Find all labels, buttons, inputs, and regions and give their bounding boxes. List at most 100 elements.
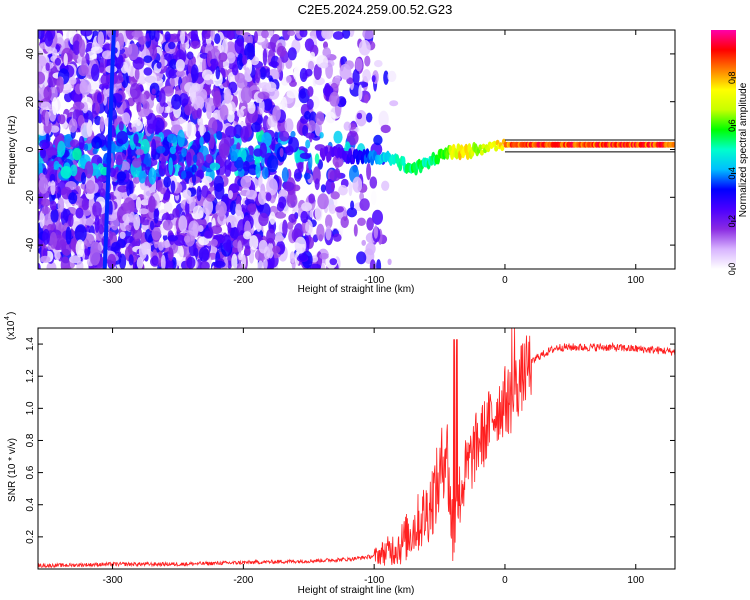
spectrogram-cell [278, 196, 287, 209]
spectrogram-cell [42, 228, 50, 245]
spectrogram-cell [227, 260, 233, 269]
spectrogram-cell [85, 180, 96, 194]
spectrogram-cell [83, 143, 89, 152]
spectrogram-cell [52, 97, 58, 116]
spectrogram-cell [65, 226, 72, 245]
spectrogram-cell [148, 195, 156, 213]
spectrogram-cell [202, 197, 214, 216]
spectrogram-cell [190, 30, 198, 44]
spectrogram-cell [314, 153, 320, 165]
y-tick-label: 0.2 [25, 529, 36, 543]
spectrogram-cell [69, 255, 81, 264]
spectrogram-cell [253, 31, 258, 43]
spectrogram-cell [160, 187, 166, 195]
spectrogram-cell [245, 154, 255, 163]
spectrogram-cell [108, 231, 113, 239]
spectrogram-cell [82, 208, 91, 216]
spectrogram-cell [150, 220, 155, 231]
spectrogram-cell [353, 224, 358, 237]
spectrogram-cell [46, 149, 58, 156]
colorbar-tick-label: 0.4 [727, 167, 737, 180]
spectrogram-cell [79, 79, 92, 96]
spectrogram-cell [38, 71, 46, 85]
spectrogram-cell [39, 172, 46, 181]
spectrogram-cell [266, 81, 277, 93]
spectrogram-cell [358, 84, 363, 101]
spectrogram-cell [75, 207, 84, 219]
spectrogram-cell [268, 61, 279, 68]
x-tick-label: -200 [233, 275, 253, 286]
spectrogram-cell [330, 191, 340, 200]
spectrogram-cell [215, 201, 227, 217]
spectrogram-cell [98, 224, 104, 235]
spectrogram-cell [366, 217, 374, 231]
spectrogram-cell [91, 136, 103, 150]
spectrogram-cell [180, 30, 186, 45]
spectrogram-cell [373, 225, 378, 239]
spectrogram-cell [70, 164, 78, 177]
spectrogram-cell [369, 176, 378, 189]
spectrogram-cell [46, 224, 54, 233]
spectrogram-cell [151, 226, 162, 241]
spectrogram-cell [151, 88, 156, 95]
spectrogram-cell [307, 86, 314, 97]
spectrogram-cell [137, 35, 147, 45]
spectrogram-cell [102, 88, 108, 106]
spectrogram-cell [287, 30, 296, 36]
spectrogram-cell [230, 151, 238, 163]
spectrogram-cell [54, 57, 62, 66]
spectrogram-cell [49, 200, 57, 211]
spectrogram-cell [205, 153, 213, 164]
spectrogram-cell [366, 163, 372, 181]
spectrogram-cell [57, 197, 65, 213]
snr-y-label: SNR (10 * v/v) [7, 438, 18, 502]
spectrogram-cell [182, 189, 192, 199]
spectrogram-cell [298, 252, 308, 261]
spectrogram-cell [185, 121, 197, 139]
spectrogram-cell [143, 185, 151, 203]
spectrogram-cell [241, 254, 246, 269]
snr-frame [37, 327, 676, 570]
spectrogram-cell [69, 77, 77, 85]
spectrogram-cell [262, 166, 269, 180]
spectrogram-cell [69, 139, 80, 148]
spectrogram-cell [90, 46, 103, 54]
spectrogram-cell [263, 258, 268, 269]
spectrogram-y-ticks: -40 -20 0 20 40 [25, 48, 675, 252]
spectrogram-cell [329, 258, 338, 266]
spectrogram-cell [178, 215, 188, 232]
spectrogram-cell [316, 223, 325, 242]
spectrogram-cell [116, 239, 126, 248]
spectrogram-cell [164, 31, 171, 42]
x-tick-label: 0 [502, 275, 508, 286]
spectrogram-cell [325, 225, 332, 241]
spectrogram-cell [250, 122, 261, 133]
spectrogram-cell [299, 152, 312, 159]
spectrogram-cell [186, 256, 196, 269]
spectrogram-cell [237, 240, 242, 254]
spectrogram-cell [169, 146, 177, 155]
spectrogram-cell [369, 259, 376, 269]
spectrogram-cell [346, 130, 359, 146]
colorbar-tick-label: 0.2 [727, 215, 737, 228]
ridge-cell [671, 141, 675, 148]
spectrogram-cell [206, 50, 213, 67]
spectrogram-cell [335, 206, 344, 213]
spectrogram-cell [170, 78, 175, 88]
spectrogram-cell [197, 225, 204, 232]
x-tick-label: -300 [103, 575, 123, 586]
spectrogram-cell [259, 142, 267, 158]
spectrogram-cell [319, 252, 329, 260]
spectrogram-cell [289, 251, 296, 264]
spectrogram-cell [97, 175, 108, 182]
spectrogram-cell [389, 100, 399, 107]
spectrogram-cell [258, 239, 268, 254]
spectrogram-cell [96, 92, 102, 104]
spectrogram-cell [53, 160, 60, 171]
spectrogram-cell [204, 33, 211, 40]
spectrogram-cell [132, 176, 141, 184]
spectrogram-cell [195, 130, 201, 139]
spectrogram-cell [294, 236, 307, 254]
spectrogram-cell [380, 124, 391, 134]
spectrogram-cell [198, 236, 210, 246]
